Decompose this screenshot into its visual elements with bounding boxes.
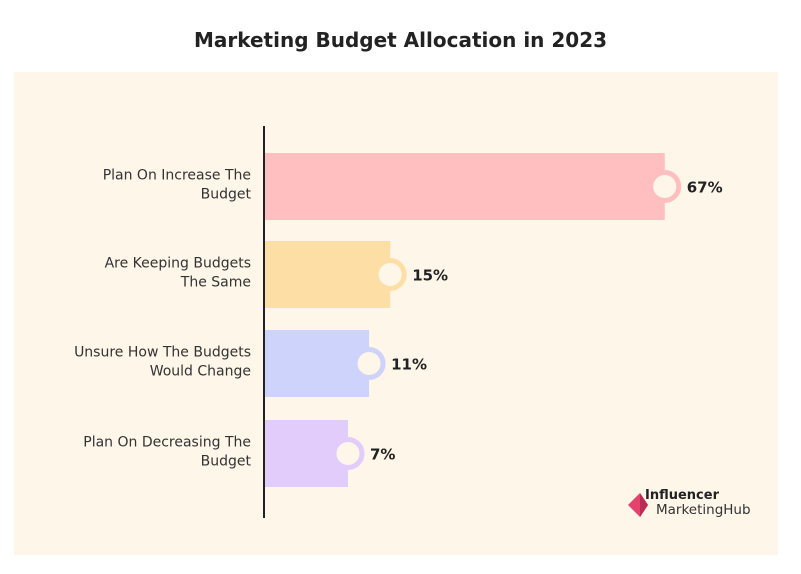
chart-title: Marketing Budget Allocation in 2023 xyxy=(193,28,608,52)
influencer-marketinghub-logo: Influencer MarketingHub xyxy=(628,488,768,522)
category-label: Unsure How The Budgets xyxy=(74,345,251,361)
bar-end-marker xyxy=(352,347,386,380)
category-label: Plan On Decreasing The xyxy=(83,435,251,451)
logo-text-1: Influencer xyxy=(645,488,719,503)
category-label: Budget xyxy=(201,454,252,470)
data-label: 11% xyxy=(391,356,427,374)
category-label: Would Change xyxy=(150,364,251,380)
logo-text-2: MarketingHub xyxy=(656,502,751,518)
category-label: Plan On Increase The xyxy=(103,168,251,184)
bar xyxy=(265,241,391,308)
data-label: 7% xyxy=(370,446,395,464)
data-label: 67% xyxy=(687,179,723,197)
logo-icon xyxy=(628,493,648,517)
bar xyxy=(265,153,665,220)
bar-end-marker xyxy=(648,170,682,203)
category-label: Budget xyxy=(201,187,252,203)
bar xyxy=(265,330,370,397)
bar-end-marker xyxy=(373,258,407,291)
chart-panel xyxy=(14,72,778,555)
category-label: The Same xyxy=(180,275,251,291)
data-label: 15% xyxy=(412,267,448,285)
bar-end-marker xyxy=(331,437,365,470)
category-label: Are Keeping Budgets xyxy=(105,256,251,272)
